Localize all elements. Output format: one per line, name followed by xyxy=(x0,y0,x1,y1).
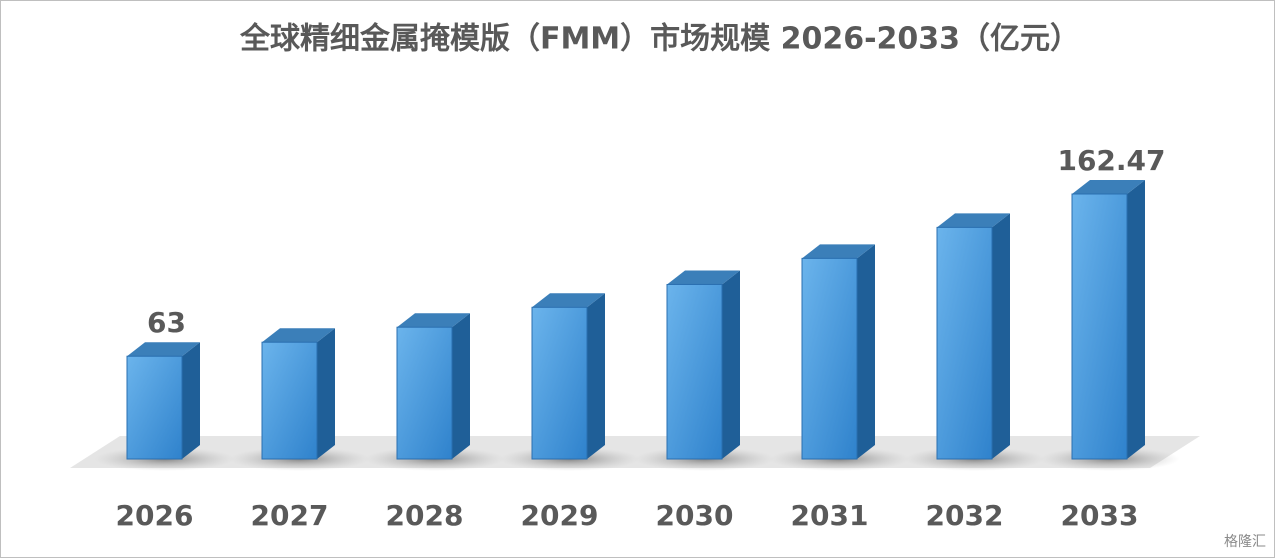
x-tick-label: 2027 xyxy=(251,499,329,532)
bar xyxy=(666,283,723,460)
x-tick-label: 2031 xyxy=(791,499,869,532)
chart-title: 全球精细金属掩模版（FMM）市场规模 2026-2033（亿元） xyxy=(239,22,1080,57)
x-tick-label: 2032 xyxy=(926,499,1004,532)
bar xyxy=(396,326,453,460)
x-tick-label: 2028 xyxy=(386,499,464,532)
bar-side xyxy=(857,244,875,459)
value-label: 63 xyxy=(147,306,186,339)
x-tick-label: 2029 xyxy=(521,499,599,532)
bar-side xyxy=(1127,180,1145,459)
bar xyxy=(126,355,183,460)
bar xyxy=(1071,193,1128,460)
x-tick-label: 2030 xyxy=(656,499,734,532)
bar-side xyxy=(452,313,470,459)
bar-side xyxy=(992,213,1010,459)
bar xyxy=(531,306,588,460)
bar xyxy=(261,341,318,460)
x-tick-label: 2033 xyxy=(1061,499,1139,532)
bar-top xyxy=(937,213,1010,228)
bar-top xyxy=(397,313,470,328)
bar-top xyxy=(127,342,200,357)
bar-top xyxy=(667,270,740,285)
bar-side xyxy=(317,328,335,459)
watermark: 格隆汇 xyxy=(1224,534,1266,550)
value-label: 162.47 xyxy=(1057,144,1165,177)
bar-side xyxy=(722,270,740,459)
bar xyxy=(801,257,858,460)
x-tick-label: 2026 xyxy=(116,499,194,532)
bar-side xyxy=(587,293,605,459)
bar-top xyxy=(532,293,605,308)
bar-top xyxy=(262,328,335,343)
bar-top xyxy=(802,244,875,259)
bar xyxy=(936,226,993,460)
bar-side xyxy=(182,342,200,459)
bar-top xyxy=(1072,180,1145,194)
